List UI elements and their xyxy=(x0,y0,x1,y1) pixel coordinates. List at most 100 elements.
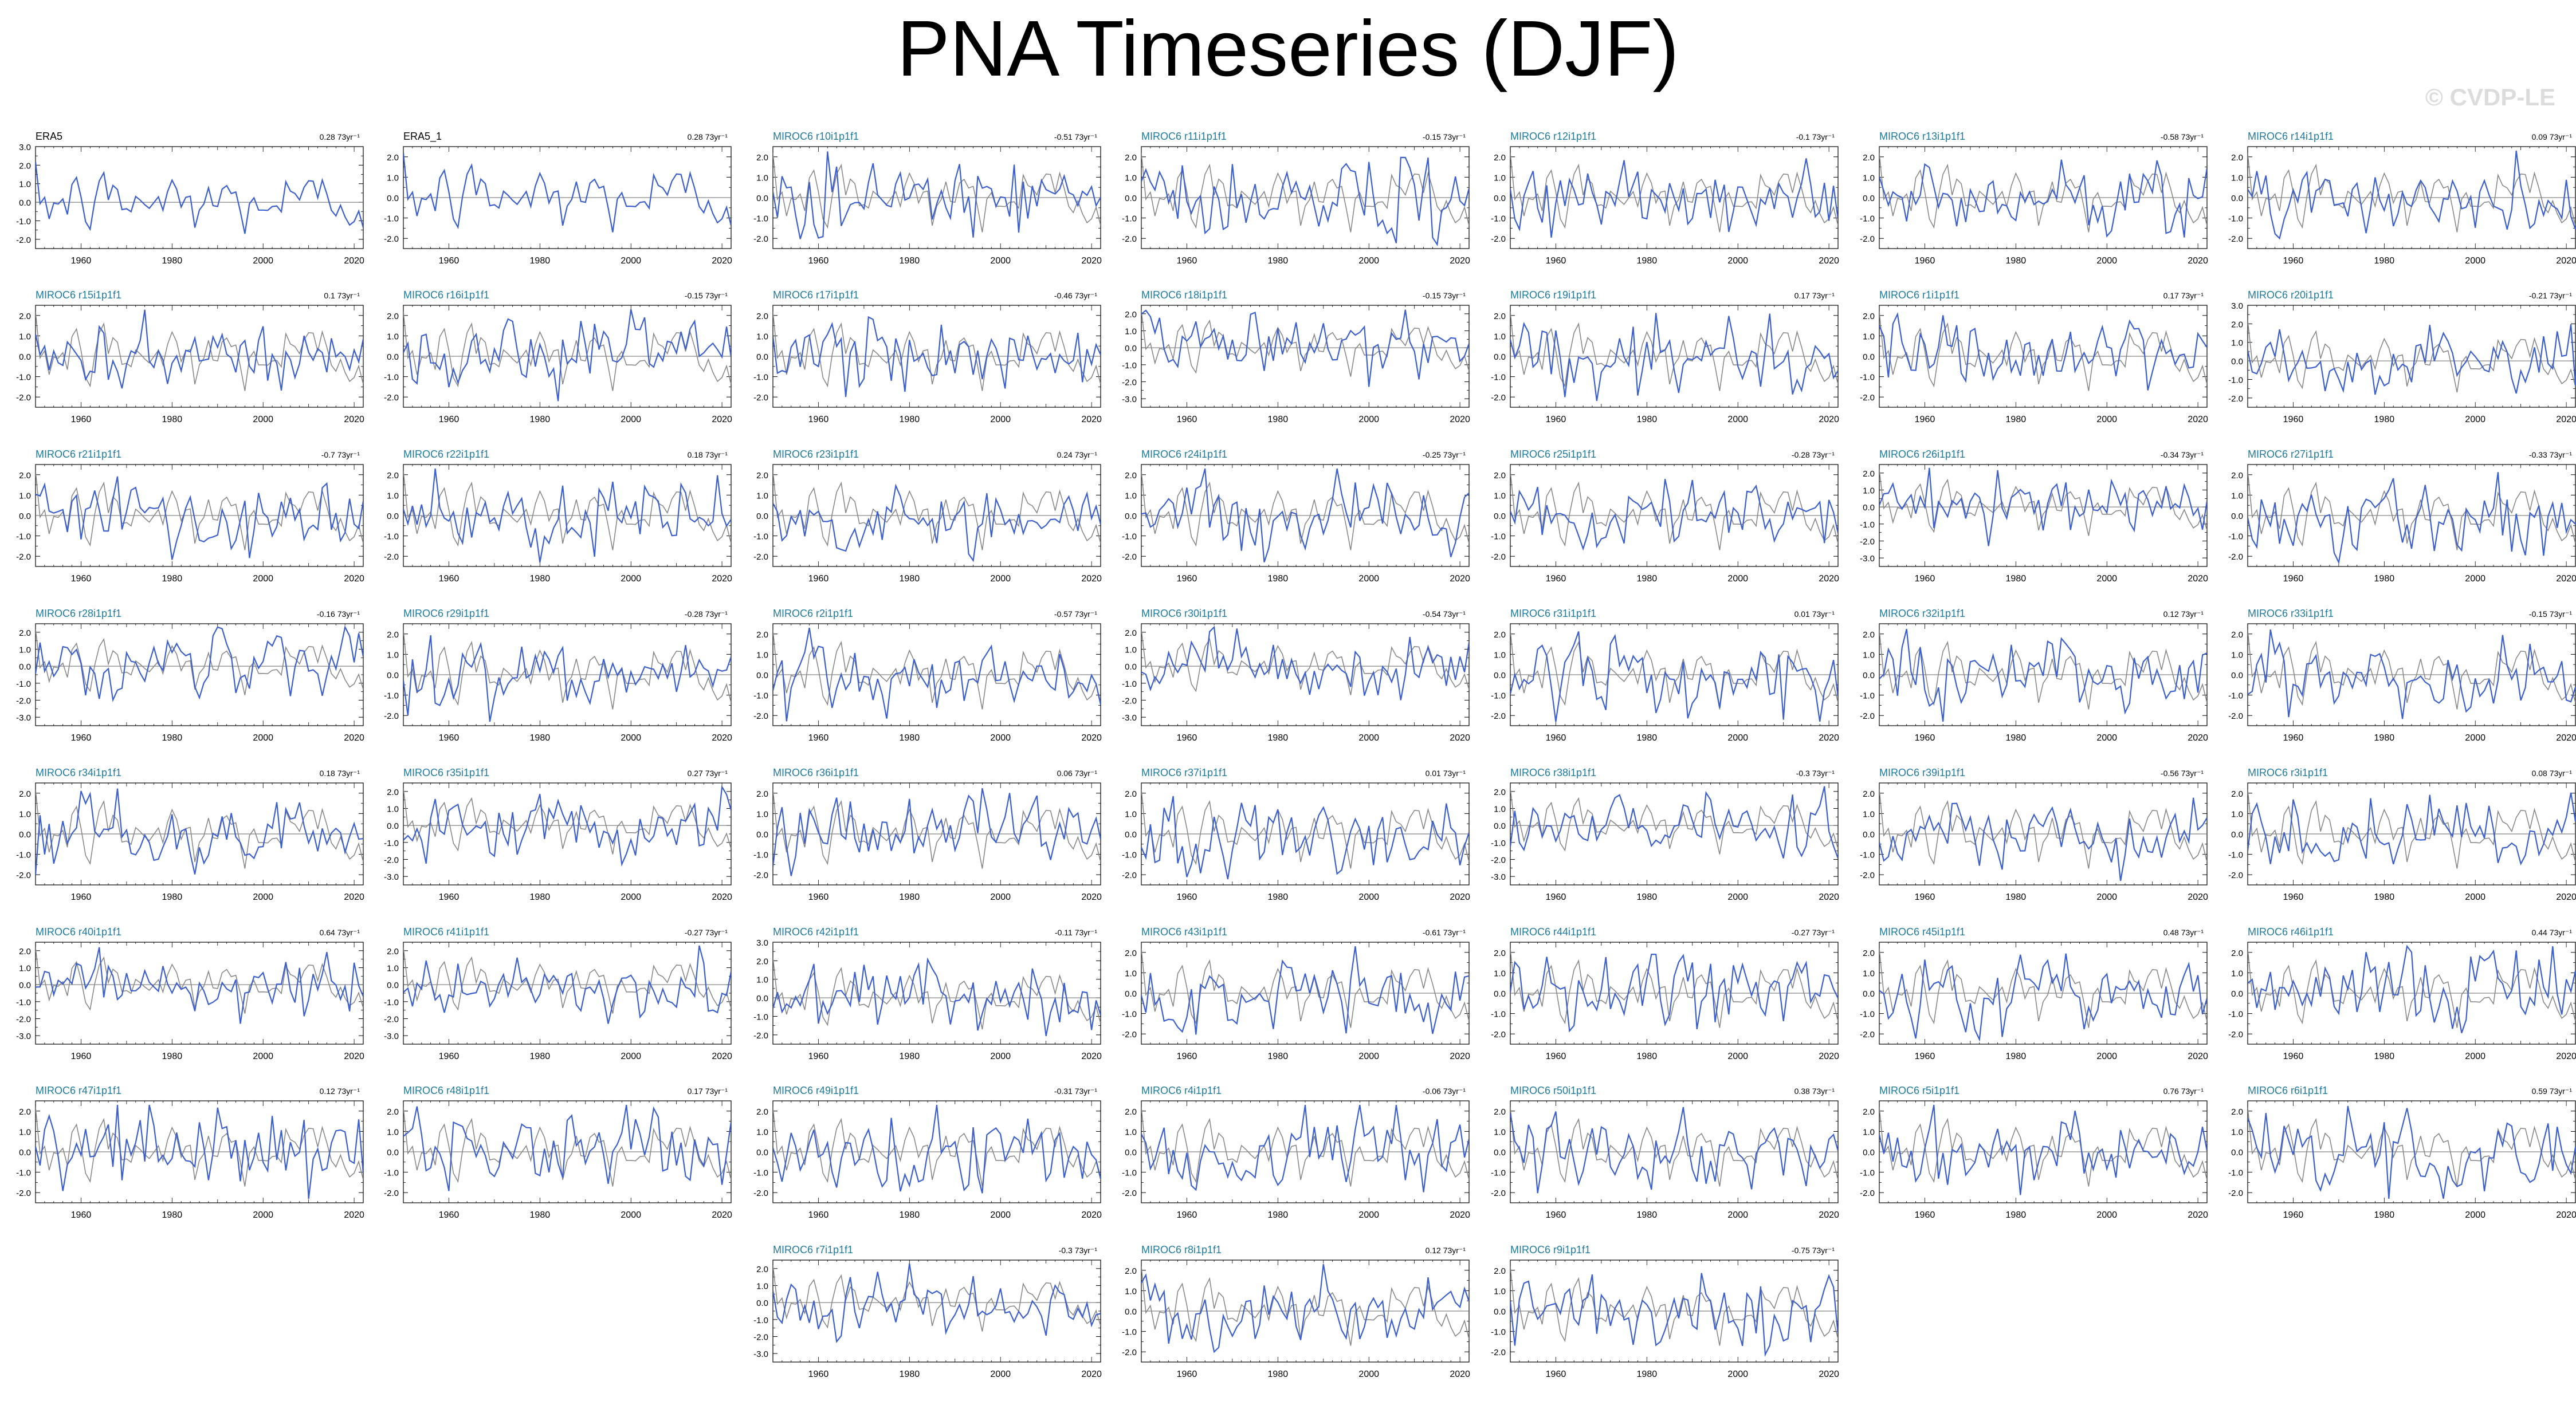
x-tick-label: 1960 xyxy=(1915,574,1935,584)
x-tick-label: 2020 xyxy=(1081,892,1102,902)
panel-trend: -0.15 73yr⁻¹ xyxy=(2529,609,2572,619)
model-series-line xyxy=(1879,159,2207,238)
y-tick-label: 0.0 xyxy=(19,511,31,521)
panel: MIROC6 r26i1p1f1 -0.34 73yr⁻¹ 2.0 1.0 0.0 -1.… xyxy=(1860,448,2208,584)
y-tick-label: 0.0 xyxy=(19,981,31,990)
x-tick-label: 2000 xyxy=(990,574,1011,584)
y-tick-label: 2.0 xyxy=(1863,789,1875,799)
y-tick-label: 1.0 xyxy=(1125,969,1137,978)
x-tick-label: 2000 xyxy=(621,415,641,424)
y-tick-label: -2.0 xyxy=(1491,711,1506,721)
panel-trend: -0.34 73yr⁻¹ xyxy=(2161,450,2204,459)
x-tick-label: 2020 xyxy=(1081,256,1102,266)
y-tick-label: 2.0 xyxy=(1125,948,1137,958)
model-series-line xyxy=(1141,309,1469,387)
obs-series-line xyxy=(1510,312,1838,391)
y-tick-label: 0.0 xyxy=(1863,194,1875,203)
panel-label: MIROC6 r45i1p1f1 xyxy=(1879,926,1965,938)
x-tick-label: 2000 xyxy=(621,256,641,266)
y-tick-label: -2.0 xyxy=(753,1188,768,1198)
x-tick-label: 1960 xyxy=(71,574,92,584)
panel-label: MIROC6 r48i1p1f1 xyxy=(403,1085,489,1096)
x-tick-label: 1960 xyxy=(2283,892,2304,902)
x-tick-label: 1960 xyxy=(439,733,460,743)
y-tick-label: 1.0 xyxy=(756,491,768,501)
x-tick-label: 2000 xyxy=(253,415,273,424)
y-tick-label: -1.0 xyxy=(384,998,399,1007)
panel-label: MIROC6 r49i1p1f1 xyxy=(773,1085,859,1096)
x-tick-label: 2000 xyxy=(2096,733,2117,743)
x-tick-label: 2020 xyxy=(2556,415,2576,424)
x-tick-label: 1980 xyxy=(2006,574,2027,584)
y-tick-label: -2.0 xyxy=(2228,234,2243,244)
x-tick-label: 1960 xyxy=(439,256,460,266)
x-tick-label: 2000 xyxy=(990,256,1011,266)
y-tick-label: -1.0 xyxy=(753,1012,768,1022)
panel-trend: -0.56 73yr⁻¹ xyxy=(2161,769,2204,778)
panel-trend: -0.31 73yr⁻¹ xyxy=(1054,1087,1097,1096)
y-tick-label: 2.0 xyxy=(1494,312,1506,321)
panel: MIROC6 r28i1p1f1 -0.16 73yr⁻¹ 2.0 1.0 0.0 -1.… xyxy=(16,608,364,743)
x-tick-label: 2000 xyxy=(2096,256,2117,266)
x-tick-label: 2020 xyxy=(344,892,364,902)
model-series-line xyxy=(2248,792,2575,866)
y-tick-label: -1.0 xyxy=(1860,851,1875,860)
panel-label: MIROC6 r35i1p1f1 xyxy=(403,767,489,778)
panel-label: ERA5_1 xyxy=(403,131,442,143)
y-tick-label: -2.0 xyxy=(753,1031,768,1041)
x-tick-label: 2020 xyxy=(2188,574,2208,584)
x-tick-label: 1960 xyxy=(1546,733,1566,743)
panel-label: MIROC6 r19i1p1f1 xyxy=(1510,289,1596,301)
panel: MIROC6 r2i1p1f1 -0.57 73yr⁻¹ 2.0 1.0 0.0 -1.0… xyxy=(753,608,1102,743)
y-tick-label: 0.0 xyxy=(1863,503,1875,513)
y-tick-label: 0.0 xyxy=(19,198,31,208)
x-tick-label: 2020 xyxy=(1081,1052,1102,1061)
x-tick-label: 2020 xyxy=(2556,256,2576,266)
model-series-line xyxy=(2248,472,2575,565)
panel: MIROC6 r11i1p1f1 -0.15 73yr⁻¹ 2.0 1.0 0.0 -1.… xyxy=(1122,131,1470,266)
y-tick-label: -2.0 xyxy=(16,696,31,706)
x-tick-label: 2000 xyxy=(1727,574,1748,584)
y-tick-label: -1.0 xyxy=(2228,1010,2243,1020)
model-series-line xyxy=(1879,467,2207,546)
model-series-line xyxy=(1879,312,2207,391)
x-tick-label: 1960 xyxy=(1177,415,1197,424)
model-series-line xyxy=(773,316,1101,397)
model-series-line xyxy=(403,945,731,1024)
y-tick-label: 0.0 xyxy=(1863,989,1875,999)
panel-trend: -0.33 73yr⁻¹ xyxy=(2529,450,2572,459)
x-tick-label: 1980 xyxy=(900,733,920,743)
y-tick-label: 2.0 xyxy=(387,1107,399,1117)
y-tick-label: 2.0 xyxy=(387,312,399,321)
y-tick-label: 2.0 xyxy=(1494,471,1506,481)
model-series-line xyxy=(773,627,1101,722)
y-tick-label: 2.0 xyxy=(2231,789,2243,799)
panel-label: MIROC6 r33i1p1f1 xyxy=(2248,608,2334,619)
panel: MIROC6 r27i1p1f1 -0.33 73yr⁻¹ 2.0 1.0 0.0 -1.… xyxy=(2228,448,2576,584)
panel: MIROC6 r1i1p1f1 0.17 73yr⁻¹ 2.0 1.0 0.0 -1.0 -… xyxy=(1860,289,2208,424)
y-tick-label: -1.0 xyxy=(1491,532,1506,542)
panel-frame xyxy=(2247,305,2576,408)
y-tick-label: 2.0 xyxy=(1494,948,1506,958)
y-tick-label: 0.0 xyxy=(1494,194,1506,203)
x-tick-label: 1960 xyxy=(1546,256,1566,266)
y-tick-label: -1.0 xyxy=(753,214,768,224)
obs-series-line xyxy=(1879,312,2207,391)
y-tick-label: 1.0 xyxy=(2231,339,2243,348)
panel-label: MIROC6 r41i1p1f1 xyxy=(403,926,489,938)
y-tick-label: -1.0 xyxy=(16,532,31,542)
x-tick-label: 1960 xyxy=(808,892,829,902)
panel: MIROC6 r19i1p1f1 0.17 73yr⁻¹ 2.0 1.0 0.0 -1.0… xyxy=(1491,289,1839,424)
x-tick-label: 2020 xyxy=(344,256,364,266)
obs-series-line xyxy=(1141,948,1469,1028)
y-tick-label: 0.0 xyxy=(387,511,399,521)
y-tick-label: 1.0 xyxy=(1494,332,1506,341)
panel-trend: -0.3 73yr⁻¹ xyxy=(1796,769,1835,778)
model-series-line xyxy=(403,785,731,867)
panel: ERA5 0.28 73yr⁻¹ 3.0 2.0 1.0 0.0 -1.0 -2.0 1960 1… xyxy=(16,131,364,266)
panel-frame xyxy=(772,942,1101,1045)
y-tick-label: -1.0 xyxy=(1860,691,1875,701)
y-tick-label: 0.0 xyxy=(756,830,768,840)
x-tick-label: 1980 xyxy=(530,1052,551,1061)
panel-trend: 0.08 73yr⁻¹ xyxy=(2532,769,2573,778)
